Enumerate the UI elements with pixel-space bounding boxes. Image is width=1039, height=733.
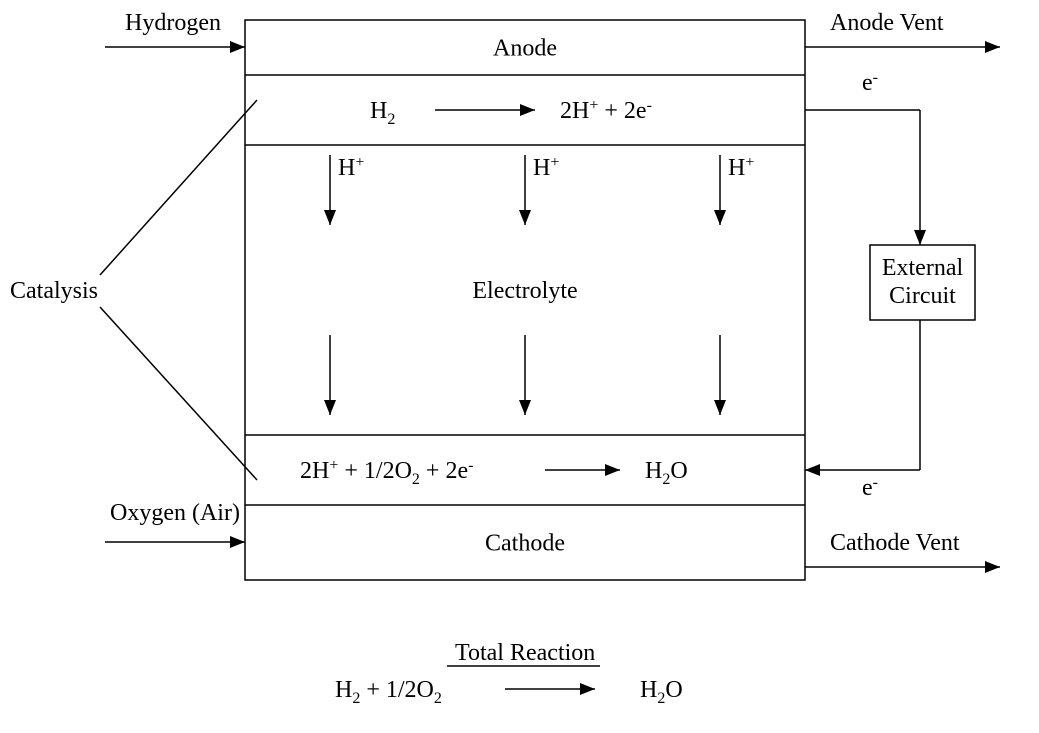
fuel-cell-diagram: Anode Electrolyte Cathode H2 2H+ + 2e- 2H+ + … [0, 0, 1039, 733]
electron-label-bottom: e- [862, 474, 878, 501]
cathode-reaction: 2H+ + 1/2O2 + 2e- H2O [300, 457, 688, 488]
svg-text:2H+ + 2e-: 2H+ + 2e- [560, 97, 652, 124]
external-circuit-label-2: Circuit [889, 283, 956, 309]
cell: Anode Electrolyte Cathode [245, 20, 805, 580]
catalysis-label: Catalysis [10, 278, 98, 304]
h-plus-label: H+ [533, 154, 559, 181]
electron-label-top: e- [862, 69, 878, 96]
electrolyte-label: Electrolyte [472, 278, 577, 304]
anode-label: Anode [493, 36, 557, 62]
total-reaction-lhs: H2 + 1/2O2 [335, 677, 442, 707]
cathode-vent-label: Cathode Vent [830, 530, 960, 556]
svg-text:H2: H2 [370, 98, 395, 128]
svg-text:2H+ + 1/2O2 + 2e-: 2H+ + 1/2O2 + 2e- [300, 457, 473, 488]
cathode-label: Cathode [485, 531, 565, 557]
hydrogen-in-label: Hydrogen [125, 10, 221, 36]
oxygen-in-label: Oxygen (Air) [110, 500, 240, 526]
total-reaction: Total Reaction H2 + 1/2O2 H2O [335, 640, 683, 707]
external-circuit-label-1: External [882, 255, 964, 281]
svg-text:H2O: H2O [645, 458, 688, 488]
h-plus-label: H+ [728, 154, 754, 181]
total-reaction-title: Total Reaction [455, 640, 595, 666]
anode-vent-label: Anode Vent [830, 10, 944, 36]
anode-reaction: H2 2H+ + 2e- [370, 97, 652, 128]
external-circuit: ExternalCircuit e-e- [805, 69, 975, 501]
h-plus-label: H+ [338, 154, 364, 181]
catalysis-callout: Catalysis [10, 100, 257, 480]
total-reaction-rhs: H2O [640, 677, 683, 707]
